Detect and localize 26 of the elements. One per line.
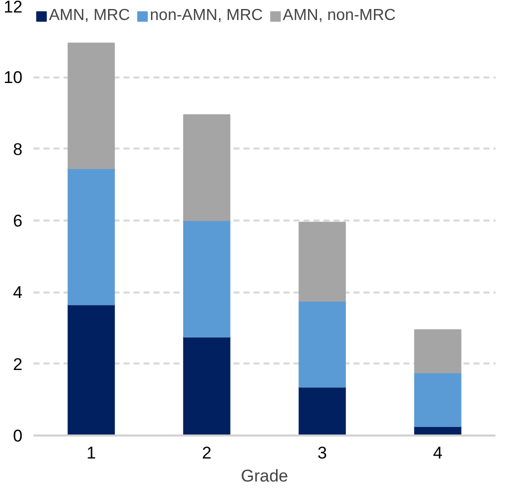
x-axis-title: Grade <box>240 466 288 486</box>
bar <box>414 329 462 374</box>
y-tick-label: 0 <box>13 426 23 446</box>
bar <box>298 222 346 302</box>
x-tick-label: 4 <box>433 444 442 462</box>
bar <box>68 304 115 436</box>
bar <box>183 114 230 221</box>
bar <box>68 42 115 170</box>
legend-label: AMN, non-MRC <box>282 7 396 25</box>
bar <box>414 372 462 428</box>
y-tick-label: 8 <box>13 140 23 159</box>
legend-label: AMN, MRC <box>49 7 130 25</box>
y-tick-label: 2 <box>13 354 23 374</box>
bar <box>298 300 346 388</box>
bar <box>68 168 115 306</box>
x-tick-label: 2 <box>202 444 212 462</box>
y-tick-label: 12 <box>4 0 23 16</box>
y-tick-label: 10 <box>4 68 23 88</box>
x-tick-label: 3 <box>318 444 327 462</box>
legend-label: non-AMN, MRC <box>150 7 263 25</box>
y-tick-label: 4 <box>13 283 23 302</box>
y-tick-label: 6 <box>13 212 23 230</box>
bar <box>298 386 346 436</box>
x-tick-label: 1 <box>86 444 96 462</box>
bar <box>183 336 230 436</box>
bar <box>183 220 230 338</box>
